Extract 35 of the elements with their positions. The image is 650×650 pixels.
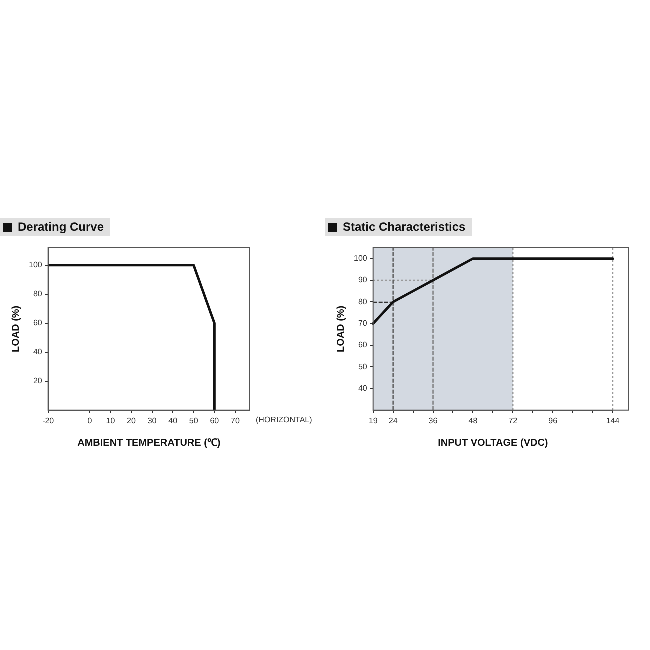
y-axis-title: LOAD (%) — [10, 306, 22, 353]
x-tick-label: 70 — [230, 416, 240, 426]
y-tick-label: 60 — [33, 318, 43, 328]
y-tick-label: 80 — [33, 290, 43, 299]
x-axis-title: AMBIENT TEMPERATURE (℃) — [78, 438, 221, 449]
y-tick-label: 40 — [33, 348, 43, 357]
x-tick-label: 10 — [106, 416, 116, 426]
x-tick-label: 60 — [210, 416, 220, 426]
y-tick-label: 100 — [28, 260, 43, 270]
y-axis-title: LOAD (%) — [336, 306, 347, 353]
x-tick-label: -20 — [42, 416, 55, 426]
x-tick-label: 24 — [388, 416, 398, 426]
x-tick-label: 20 — [127, 416, 136, 426]
x-axis-title: INPUT VOLTAGE (VDC) — [438, 438, 548, 449]
y-tick-label: 50 — [358, 362, 368, 372]
y-tick-label: 80 — [358, 297, 368, 306]
y-tick-label: 20 — [33, 376, 43, 386]
x-tick-label: 0 — [88, 416, 93, 426]
x-tick-label: 144 — [606, 416, 620, 426]
x-tick-label: 19 — [368, 416, 378, 426]
x-tick-label: 48 — [468, 416, 478, 426]
y-tick-label: 70 — [358, 318, 368, 328]
y-tick-label: 100 — [354, 254, 368, 264]
x-tick-label: 40 — [168, 416, 178, 426]
x-tick-label: 72 — [508, 416, 518, 426]
y-tick-label: 90 — [358, 276, 368, 285]
x-tick-label: 96 — [548, 416, 558, 426]
text: (HORIZONTAL) — [256, 416, 313, 425]
x-tick-label: 36 — [428, 416, 438, 426]
x-tick-label: 30 — [148, 416, 158, 426]
chart-title: Derating Curve — [18, 220, 104, 234]
y-tick-label: 40 — [358, 384, 368, 393]
x-tick-label: 50 — [189, 416, 199, 426]
y-tick-label: 60 — [358, 340, 368, 350]
chart-title: Static Characteristics — [343, 220, 466, 234]
